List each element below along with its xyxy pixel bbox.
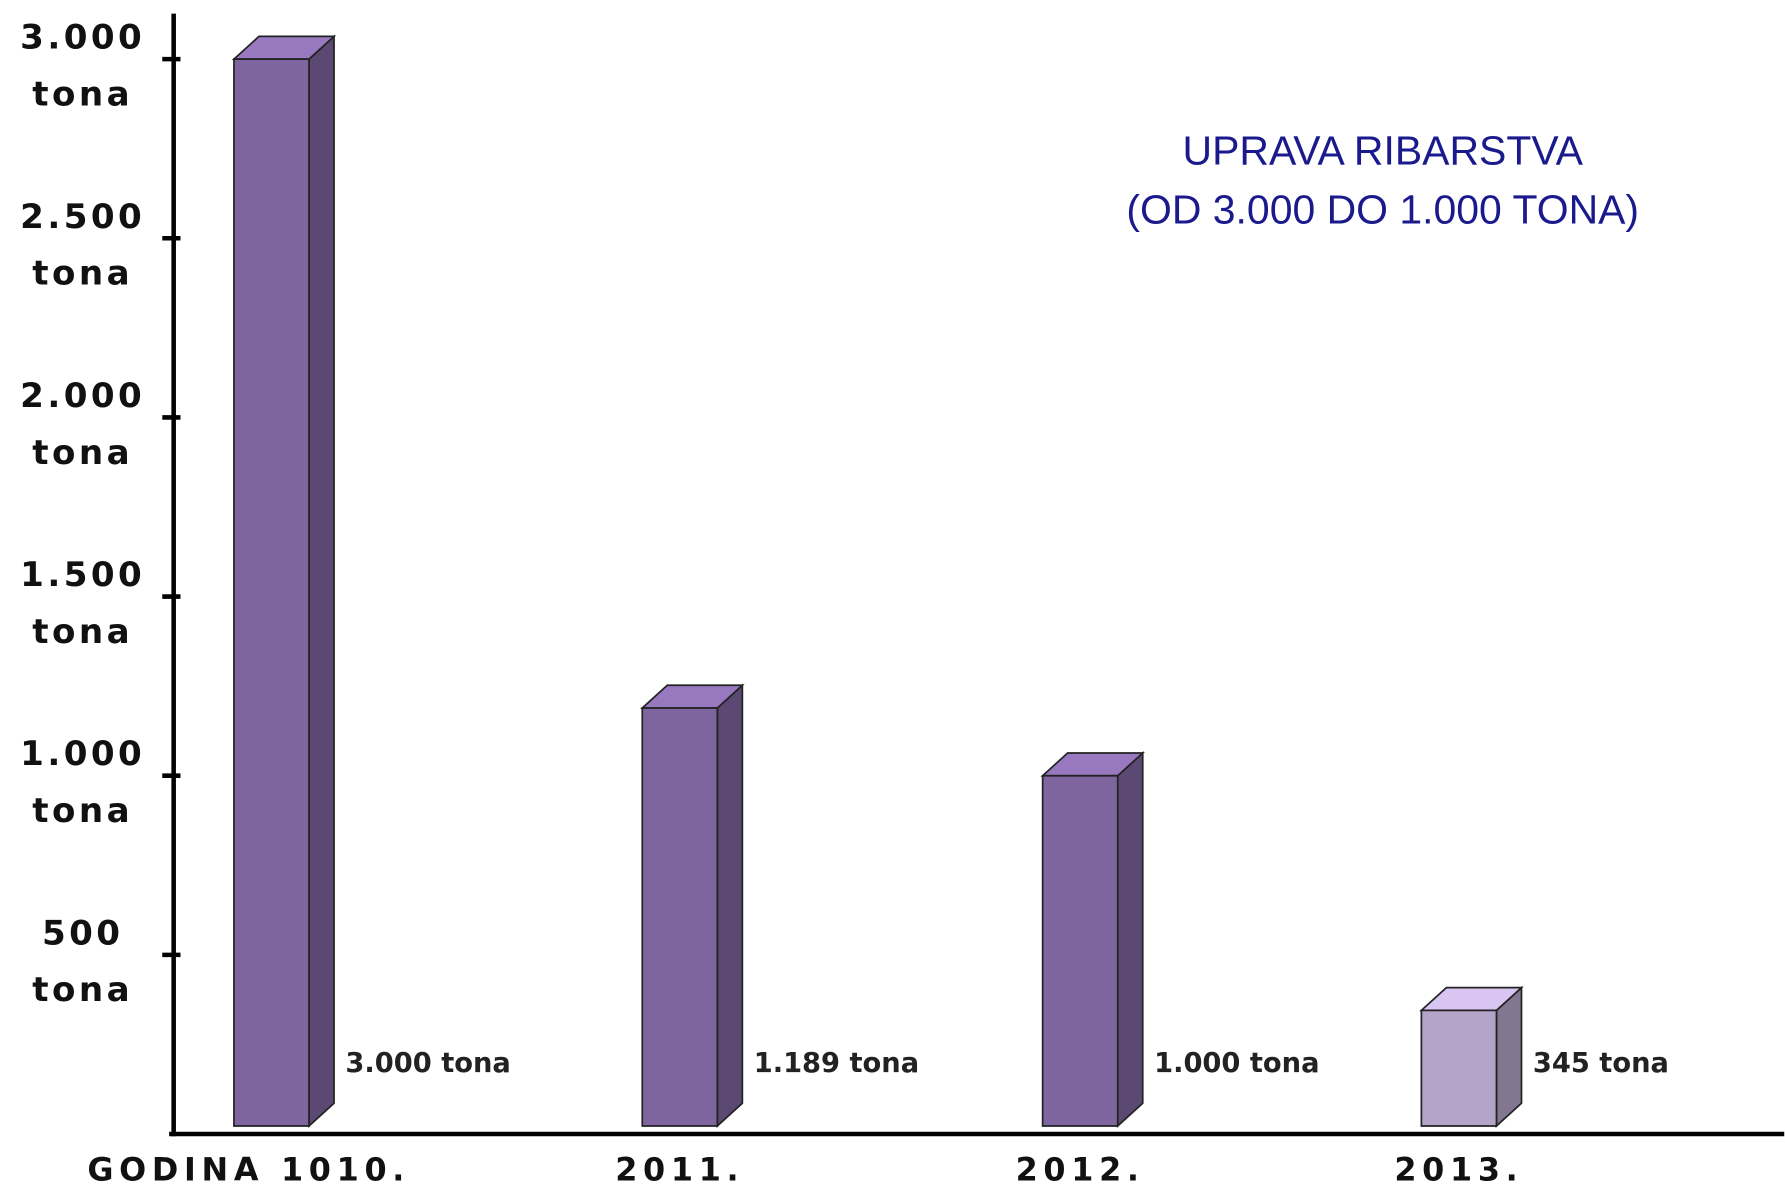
value-label: 1.000 tona: [1154, 1048, 1319, 1079]
bar-side: [308, 34, 335, 1128]
chart-title: UPRAVA RIBARSTVA: [1183, 127, 1584, 173]
y-tick-label: 1.500 tona: [20, 555, 145, 652]
bar-side: [1495, 985, 1523, 1128]
value-label: 1.189 tona: [754, 1048, 919, 1079]
y-tick-label: 3.000 tona: [20, 17, 145, 114]
bar-front: [1420, 1009, 1498, 1127]
bar: [1419, 985, 1524, 1128]
bar-front: [641, 707, 719, 1127]
bar-front: [1041, 774, 1119, 1127]
y-tick-label: 2.000 tona: [20, 375, 145, 472]
x-tick-label: 2011.: [615, 1151, 744, 1189]
y-tick-label: 2.500 tona: [20, 196, 145, 293]
bar: [231, 34, 337, 1128]
bar-side: [716, 683, 744, 1128]
value-label: 3.000 tona: [345, 1048, 510, 1079]
bar-front: [233, 58, 310, 1127]
x-tick-label: GODINA 1010.: [87, 1151, 410, 1189]
y-tick-label: 500 tona: [32, 913, 133, 1010]
bar: [1040, 751, 1145, 1128]
bar-side: [1116, 751, 1144, 1128]
x-tick-label: 2012.: [1016, 1151, 1145, 1189]
x-tick-label: 2013.: [1394, 1151, 1523, 1189]
chart-subtitle: (OD 3.000 DO 1.000 TONA): [1126, 187, 1639, 233]
bar: [640, 683, 745, 1128]
value-label: 345 tona: [1533, 1048, 1669, 1079]
y-tick-label: 1.000 tona: [20, 734, 145, 831]
